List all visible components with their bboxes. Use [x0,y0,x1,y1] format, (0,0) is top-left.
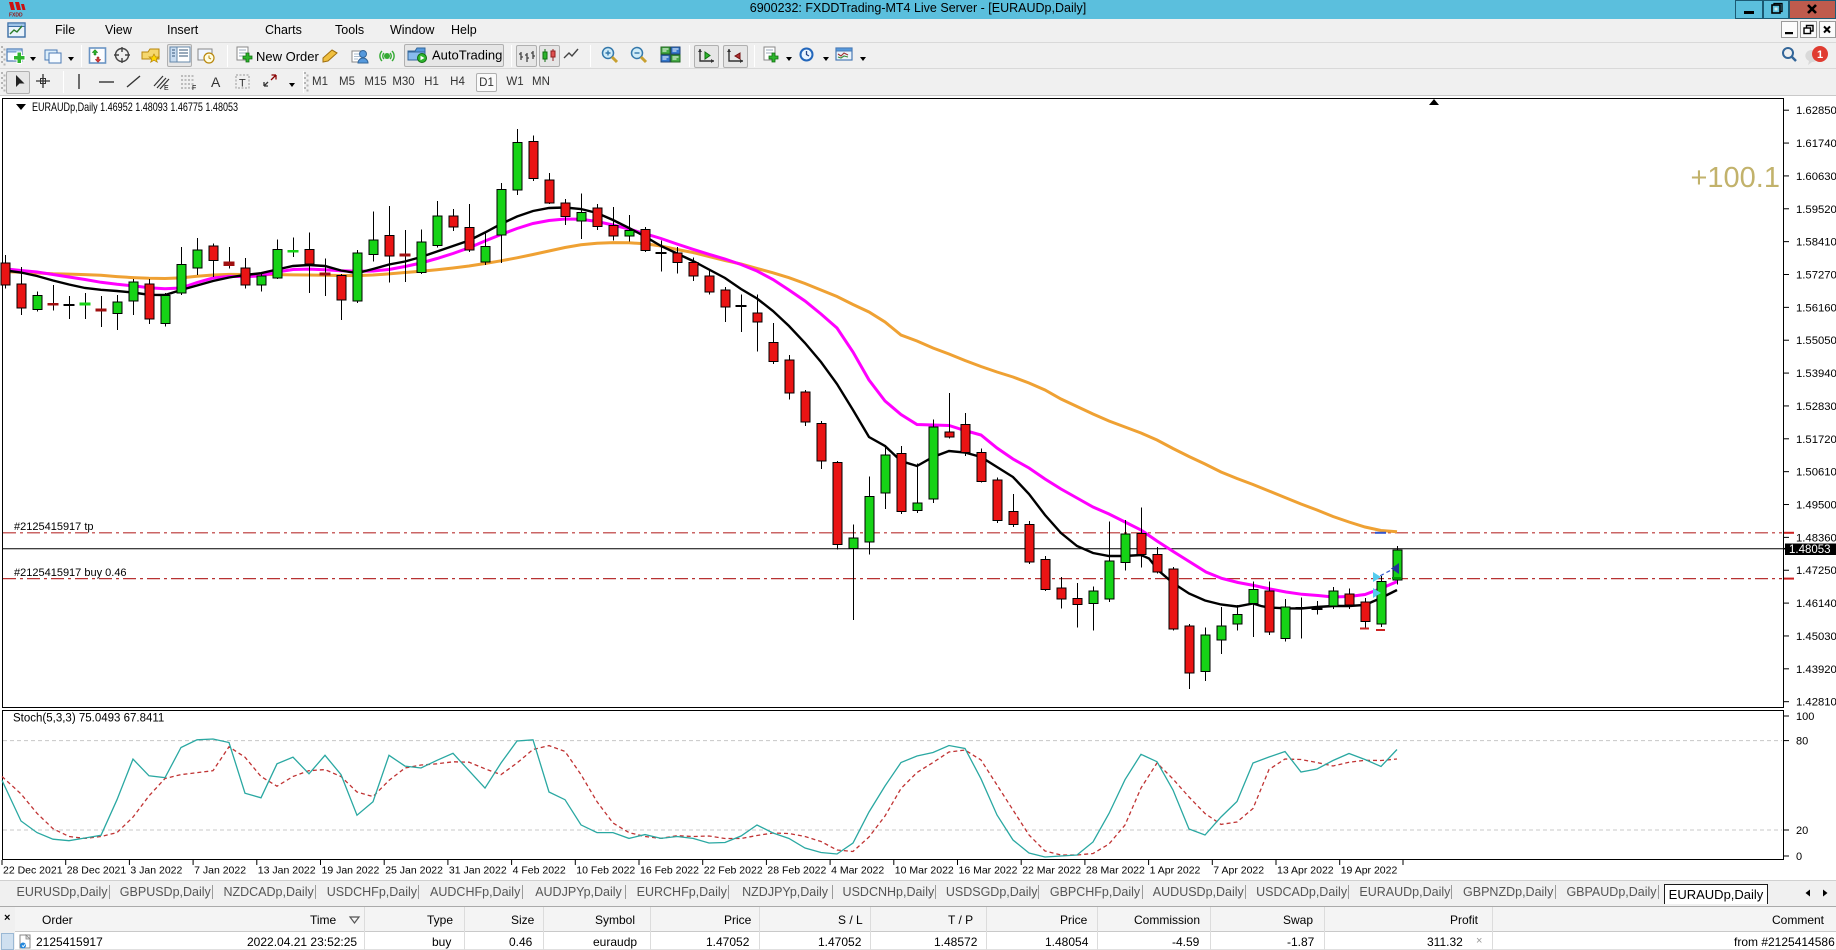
svg-text:19 Apr 2022: 19 Apr 2022 [1341,865,1398,877]
svg-text:1.61740: 1.61740 [1796,138,1836,150]
svg-text:28 Dec 2021: 28 Dec 2021 [67,865,127,877]
svg-text:100: 100 [1796,711,1814,723]
svg-text:80: 80 [1796,736,1808,748]
svg-text:#2125415917 tp: #2125415917 tp [14,521,94,533]
svg-text:1.48360: 1.48360 [1796,532,1836,544]
svg-text:1.52830: 1.52830 [1796,401,1836,413]
svg-text:FXDD: FXDD [9,13,23,19]
svg-text:EURAUDp,Daily 1.46952 1.48093: EURAUDp,Daily 1.46952 1.48093 1.46775 1.… [32,100,238,114]
svg-text:+100.1: +100.1 [1690,162,1780,194]
svg-text:31 Jan 2022: 31 Jan 2022 [449,865,507,877]
svg-text:A: A [211,74,221,90]
svg-text:16 Feb 2022: 16 Feb 2022 [640,865,699,877]
svg-text:4 Feb 2022: 4 Feb 2022 [513,865,566,877]
svg-text:1.55050: 1.55050 [1796,335,1836,347]
svg-text:0: 0 [1796,851,1802,863]
svg-text:1.56160: 1.56160 [1796,302,1836,314]
svg-text:#2125415917 buy 0.46: #2125415917 buy 0.46 [14,567,127,579]
svg-text:1: 1 [1817,49,1823,61]
svg-text:4 Mar 2022: 4 Mar 2022 [831,865,884,877]
svg-text:1.49500: 1.49500 [1796,500,1836,512]
svg-text:16 Mar 2022: 16 Mar 2022 [959,865,1018,877]
svg-text:13 Apr 2022: 13 Apr 2022 [1277,865,1334,877]
svg-text:1.59520: 1.59520 [1796,204,1836,216]
svg-text:AutoTrading: AutoTrading [432,48,502,63]
svg-text:7 Apr 2022: 7 Apr 2022 [1213,865,1264,877]
svg-text:1.50610: 1.50610 [1796,467,1836,479]
svg-text:1.58410: 1.58410 [1796,237,1836,249]
svg-text:25 Jan 2022: 25 Jan 2022 [385,865,443,877]
svg-text:E: E [164,85,169,92]
svg-text:22 Mar 2022: 22 Mar 2022 [1022,865,1081,877]
svg-text:22 Feb 2022: 22 Feb 2022 [704,865,763,877]
svg-text:7 Jan 2022: 7 Jan 2022 [194,865,246,877]
svg-text:13 Jan 2022: 13 Jan 2022 [258,865,316,877]
svg-text:28 Feb 2022: 28 Feb 2022 [767,865,826,877]
svg-text:Stoch(5,3,3) 75.0493 67.8411: Stoch(5,3,3) 75.0493 67.8411 [13,713,164,725]
svg-text:28 Mar 2022: 28 Mar 2022 [1086,865,1145,877]
svg-text:10 Mar 2022: 10 Mar 2022 [895,865,954,877]
svg-text:1.48053: 1.48053 [1789,544,1831,556]
svg-text:3 Jan 2022: 3 Jan 2022 [130,865,182,877]
svg-text:1.53940: 1.53940 [1796,368,1836,380]
svg-text:1.46140: 1.46140 [1796,598,1836,610]
svg-text:20: 20 [1796,825,1808,837]
svg-text:1.60630: 1.60630 [1796,171,1836,183]
svg-text:1 Apr 2022: 1 Apr 2022 [1150,865,1201,877]
svg-text:1.45030: 1.45030 [1796,631,1836,643]
svg-text:1.51720: 1.51720 [1796,434,1836,446]
svg-text:10 Feb 2022: 10 Feb 2022 [576,865,635,877]
svg-text:F: F [192,85,196,92]
svg-text:19 Jan 2022: 19 Jan 2022 [322,865,380,877]
svg-text:1.47250: 1.47250 [1796,565,1836,577]
svg-text:1.43920: 1.43920 [1796,664,1836,676]
svg-text:T: T [239,78,246,90]
svg-text:1.42810: 1.42810 [1796,697,1836,709]
svg-text:22 Dec 2021: 22 Dec 2021 [3,865,63,877]
svg-text:1.62850: 1.62850 [1796,105,1836,117]
svg-text:1.57270: 1.57270 [1796,270,1836,282]
